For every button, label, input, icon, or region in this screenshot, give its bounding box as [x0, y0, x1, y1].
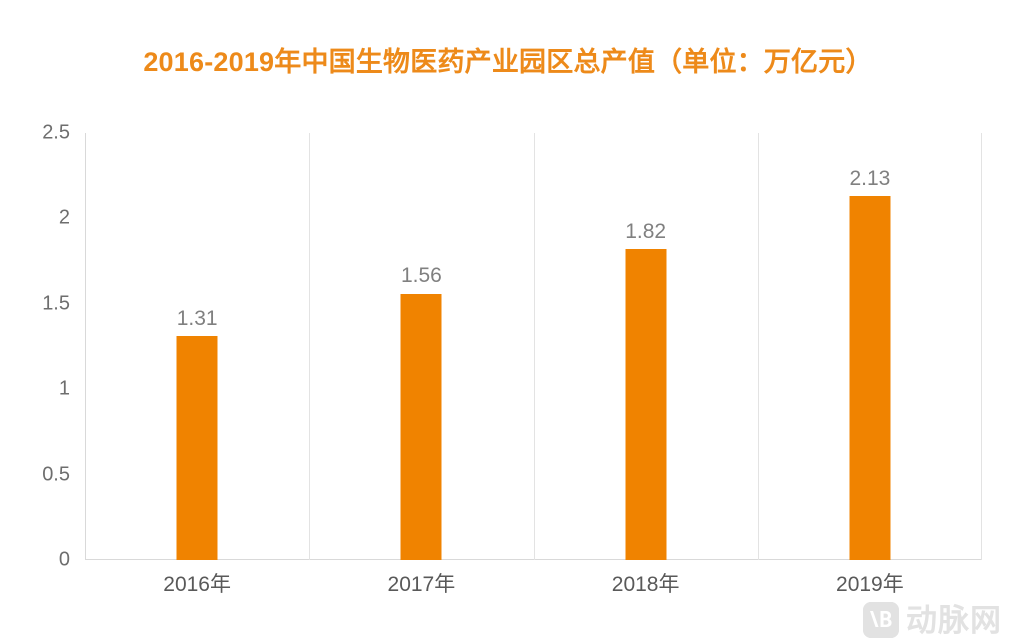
bar-group-2017: 1.56 — [309, 133, 533, 560]
bar-value-2016: 1.31 — [176, 307, 218, 330]
y-axis-line — [85, 133, 86, 560]
bar-2019[interactable] — [849, 196, 891, 560]
bar-group-2018: 1.82 — [534, 133, 758, 560]
bar-value-2018: 1.82 — [625, 220, 667, 243]
watermark-text: 动脉网 — [906, 602, 1002, 638]
y-axis-tick-1: 1 — [58, 377, 70, 400]
vb-logo-icon — [863, 602, 899, 638]
x-axis-tick-2019: 2019年 — [836, 573, 904, 596]
gridline-vertical-2 — [533, 133, 535, 560]
x-axis-tick-2017: 2017年 — [387, 573, 456, 596]
bar-value-2017: 1.56 — [400, 264, 442, 288]
x-axis-tick-2018: 2018年 — [611, 573, 680, 596]
y-axis-tick-0: 0 — [58, 548, 70, 571]
bar-2017[interactable] — [400, 293, 442, 560]
y-axis-tick-2: 2 — [58, 206, 70, 229]
gridline-vertical-1 — [309, 133, 311, 560]
gridline-vertical-4 — [981, 133, 982, 560]
y-axis-tick-0.5: 0.5 — [42, 463, 70, 486]
watermark: 动脉网 — [863, 602, 1002, 638]
bar-2016[interactable] — [176, 336, 218, 560]
gridline-vertical-3 — [757, 133, 759, 560]
y-axis-tick-2.5: 2.5 — [42, 121, 70, 144]
x-axis-tick-2016: 2016年 — [163, 573, 231, 596]
chart-title: 2016-2019年中国生物医药产业园区总产值（单位：万亿元） — [143, 47, 873, 77]
bar-2018[interactable] — [625, 249, 667, 560]
bar-group-2019: 2.13 — [758, 133, 982, 560]
bar-value-2019: 2.13 — [849, 167, 891, 190]
y-axis-tick-1.5: 1.5 — [42, 292, 70, 315]
plot-area: 1.31 1.56 1.82 2.13 — [85, 133, 982, 560]
bar-group-2016: 1.31 — [85, 133, 309, 560]
